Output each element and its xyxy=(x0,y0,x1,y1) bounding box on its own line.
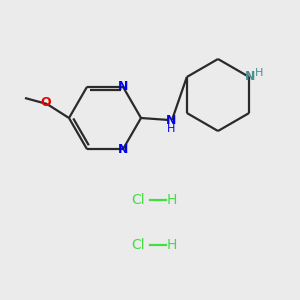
Text: N: N xyxy=(118,143,128,156)
Text: O: O xyxy=(41,97,51,110)
Text: Cl: Cl xyxy=(131,238,145,252)
Text: H: H xyxy=(255,68,263,78)
Text: H: H xyxy=(167,238,177,252)
Text: H: H xyxy=(167,124,175,134)
Text: N: N xyxy=(166,113,176,127)
Text: H: H xyxy=(167,193,177,207)
Text: Cl: Cl xyxy=(131,193,145,207)
Text: N: N xyxy=(118,80,128,93)
Text: N: N xyxy=(245,70,255,83)
